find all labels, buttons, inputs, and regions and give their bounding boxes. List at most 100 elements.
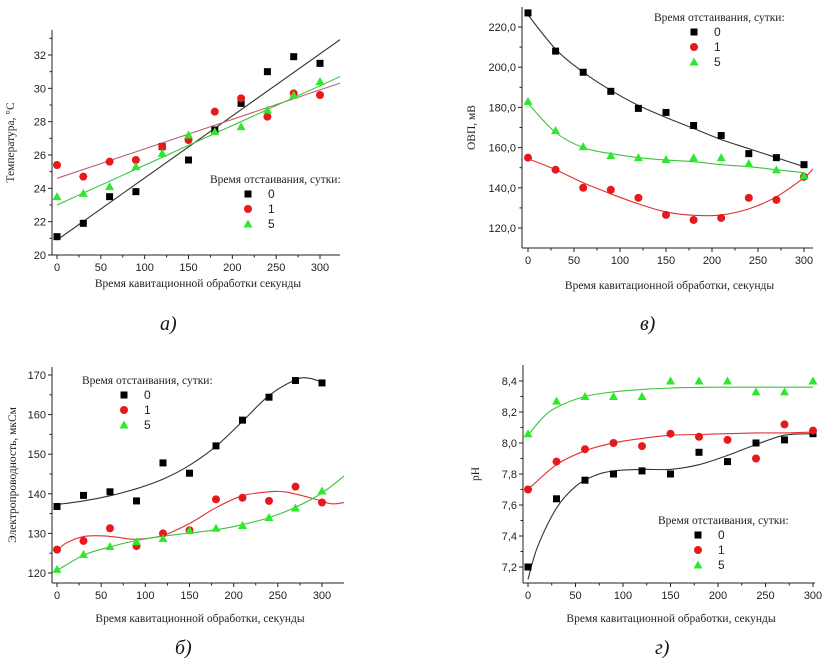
fit-line-series-1 [527, 431, 814, 490]
legend-marker-series-0 [690, 28, 698, 36]
data-point-series-0 [553, 495, 560, 503]
fit-line-series-1 [56, 82, 340, 179]
data-point-series-0 [237, 99, 245, 107]
data-point-series-0 [717, 132, 725, 140]
x-tick-label: 100 [135, 262, 153, 274]
fit-line-series-0 [527, 433, 814, 580]
data-point-series-5 [105, 182, 115, 191]
data-point-series-1 [106, 524, 114, 533]
data-point-series-0 [724, 458, 731, 466]
x-tick-label: 250 [267, 262, 285, 274]
x-axis-title: Время кавитационной обработки, секунды [565, 280, 774, 292]
x-tick-label: 100 [611, 255, 629, 267]
y-tick-label: 140 [28, 489, 46, 501]
x-tick-label: 250 [756, 590, 774, 602]
legend-marker-series-5 [689, 57, 699, 66]
data-point-series-0 [159, 459, 167, 467]
data-point-series-5 [238, 520, 247, 529]
data-point-series-0 [638, 467, 646, 475]
legend-label: 0 [718, 528, 725, 542]
y-axis-title: Электропроводность, мкСм [7, 406, 19, 543]
data-point-series-5 [289, 90, 299, 99]
data-point-series-5 [633, 153, 643, 162]
data-point-series-5 [236, 122, 246, 131]
data-point-series-0 [800, 161, 808, 169]
data-point-series-5 [578, 142, 588, 151]
data-point-series-0 [667, 470, 674, 478]
data-point-series-0 [292, 377, 299, 385]
chart-conductivity: 0 50 100 150 200 250 300120130140150160170Врем… [7, 367, 344, 625]
data-point-series-1 [131, 156, 140, 164]
x-tick-label: 200 [703, 255, 721, 267]
legend-marker-series-0 [120, 391, 128, 399]
fit-line-series-1 [56, 490, 344, 552]
x-tick-label: 0 [525, 255, 531, 267]
legend-title: Время отстаивания, сутки: [658, 515, 789, 527]
legend: Время отстаивания, сутки:015 [654, 12, 785, 69]
data-point-series-0 [106, 193, 114, 201]
legend-label: 1 [144, 403, 151, 417]
data-point-series-1 [606, 185, 615, 194]
data-point-series-1 [744, 193, 753, 202]
data-point-series-1 [552, 457, 561, 466]
data-point-series-5 [723, 376, 732, 385]
y-tick-label: 32 [34, 50, 46, 62]
data-point-series-5 [52, 564, 62, 573]
x-axis-title: Время кавитационной обработки секунды [95, 278, 302, 290]
data-point-series-0 [662, 108, 670, 116]
data-point-series-5 [291, 503, 300, 512]
legend-label: 5 [718, 558, 725, 572]
data-point-series-1 [780, 420, 789, 429]
x-tick-label: 300 [795, 255, 813, 267]
data-point-series-0 [610, 470, 617, 478]
caption-a: а) [160, 313, 177, 335]
x-tick-label: 150 [180, 590, 198, 602]
data-point-series-0 [53, 233, 61, 241]
data-point-series-1 [238, 493, 247, 502]
x-tick-label: 150 [179, 262, 197, 274]
y-tick-label: 30 [34, 83, 46, 95]
data-point-series-5 [523, 96, 533, 105]
data-point-series-0 [579, 68, 587, 76]
data-point-series-1 [695, 432, 703, 441]
x-tick-label: 100 [614, 590, 632, 602]
y-tick-label: 220,0 [488, 22, 516, 34]
data-point-series-1 [105, 157, 114, 166]
legend-label: 0 [144, 388, 151, 402]
y-axis-title: ОВП, мВ [466, 105, 478, 150]
y-tick-label: 150 [28, 449, 46, 461]
fit-line-series-5 [56, 475, 344, 572]
y-tick-label: 130 [28, 528, 46, 540]
data-point-series-0 [263, 68, 271, 76]
data-point-series-5 [315, 77, 325, 86]
y-tick-label: 8,0 [502, 438, 517, 450]
data-point-series-0 [690, 121, 698, 129]
y-axis-title: pH [470, 467, 482, 481]
data-point-series-0 [132, 188, 140, 196]
data-point-series-1 [53, 545, 61, 554]
caption-b: б) [175, 637, 192, 659]
legend-marker-series-5 [119, 420, 129, 429]
y-tick-label: 28 [34, 117, 46, 129]
data-point-series-0 [695, 448, 703, 456]
data-point-series-0 [185, 156, 192, 164]
chart-orp: 0 50 100 150 200 250 300120,0140,0160,0180,020… [466, 7, 813, 292]
data-point-series-1 [524, 485, 532, 494]
data-point-series-5 [105, 541, 115, 550]
data-point-series-0 [752, 439, 760, 447]
data-point-series-5 [185, 526, 194, 535]
data-point-series-0 [290, 53, 298, 61]
legend-label: 5 [714, 55, 721, 69]
x-axis-title: Время кавитационной обработки, секунды [566, 613, 775, 625]
data-point-series-5 [158, 534, 168, 543]
data-point-series-5 [751, 387, 761, 396]
data-point-series-5 [689, 153, 699, 162]
y-tick-label: 7,6 [502, 500, 517, 512]
y-tick-label: 20 [34, 250, 46, 262]
x-tick-label: 0 [54, 590, 60, 602]
data-point-series-1 [752, 454, 760, 463]
x-tick-label: 50 [95, 262, 107, 274]
data-point-series-1 [79, 536, 88, 545]
